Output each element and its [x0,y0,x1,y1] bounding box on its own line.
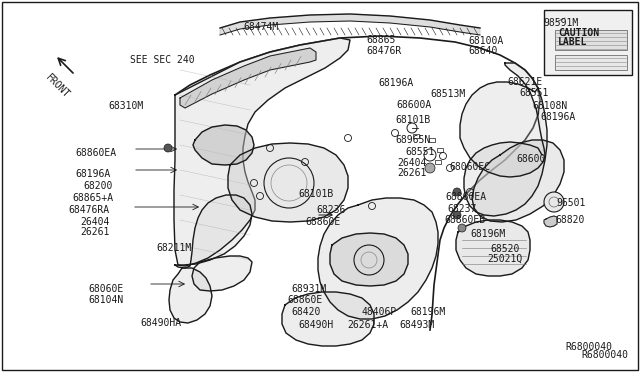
Text: SEE SEC 240: SEE SEC 240 [130,55,195,65]
Text: 26261: 26261 [80,227,109,237]
Text: 68490HA: 68490HA [140,318,181,328]
Circle shape [453,188,461,196]
Text: 68600: 68600 [516,154,545,164]
Text: 68513M: 68513M [430,89,465,99]
Bar [544,10,632,75]
Text: 68101B: 68101B [298,189,333,199]
Text: 68865+A: 68865+A [72,193,113,203]
Polygon shape [282,292,374,346]
Circle shape [458,224,466,232]
Text: 68490H: 68490H [298,320,333,330]
Polygon shape [180,48,316,108]
Text: 68931M: 68931M [291,284,326,294]
Text: 68860E: 68860E [287,295,323,305]
Text: 68600A: 68600A [396,100,431,110]
Bar [435,160,441,164]
Text: 68310M: 68310M [108,101,143,111]
Polygon shape [464,88,547,216]
Text: 68621E: 68621E [507,77,542,87]
Bar [429,138,435,142]
Text: 68493M: 68493M [399,320,435,330]
Text: 68100A: 68100A [468,36,503,46]
Text: 68196A: 68196A [540,112,575,122]
Text: 68551: 68551 [519,88,548,98]
Text: 68196M: 68196M [470,229,505,239]
Text: 68476R: 68476R [366,46,401,56]
Circle shape [264,158,314,208]
Polygon shape [220,14,480,35]
Text: LABEL: LABEL [558,37,588,47]
Text: 98591M: 98591M [543,18,579,28]
Circle shape [544,192,564,212]
Text: 68865: 68865 [366,35,396,45]
Polygon shape [193,125,254,165]
Polygon shape [456,220,530,276]
Polygon shape [228,143,348,222]
Circle shape [425,163,435,173]
Polygon shape [192,256,252,291]
Text: R6800040: R6800040 [581,350,628,360]
Text: 68237: 68237 [447,204,476,214]
Polygon shape [175,195,252,268]
Text: 68476RA: 68476RA [68,205,109,215]
Circle shape [164,144,172,152]
Text: 68104N: 68104N [88,295,124,305]
Text: 68060EC: 68060EC [449,162,490,172]
Text: 26404: 26404 [80,217,109,227]
Text: 68860EA: 68860EA [75,148,116,158]
Text: 68551: 68551 [405,147,435,157]
Text: 48406P: 48406P [361,307,396,317]
Polygon shape [318,198,438,319]
Text: 26261+A: 26261+A [347,320,388,330]
Text: 68200: 68200 [83,181,113,191]
Text: 68965N: 68965N [395,135,430,145]
Text: R6800040: R6800040 [565,342,612,352]
Polygon shape [472,140,564,222]
Text: 68101B: 68101B [395,115,430,125]
Polygon shape [330,233,408,286]
Text: 68196M: 68196M [410,307,445,317]
Bar [437,148,443,152]
Text: 68520: 68520 [490,244,520,254]
Text: FRONT: FRONT [43,72,71,100]
Text: 68860EB: 68860EB [444,215,485,225]
Text: 68060E: 68060E [88,284,124,294]
Text: 68474M: 68474M [243,22,278,32]
Text: 68420: 68420 [291,307,321,317]
Polygon shape [460,63,545,177]
Text: 68640: 68640 [468,46,497,56]
Polygon shape [174,38,350,266]
Text: 25021Q: 25021Q [487,254,522,264]
Polygon shape [169,268,212,323]
Bar [413,134,419,138]
Text: 68196A: 68196A [75,169,110,179]
Text: 68860E: 68860E [305,217,340,227]
Text: 68860EA: 68860EA [445,192,486,202]
Text: 68236: 68236 [316,205,346,215]
Text: 68196A: 68196A [378,78,413,88]
Text: 26261: 26261 [397,168,426,178]
Bar [555,55,627,70]
Text: CAUTION: CAUTION [558,28,599,38]
Bar [555,30,627,50]
Text: 68108N: 68108N [532,101,567,111]
Text: 68820: 68820 [555,215,584,225]
Text: 68211M: 68211M [156,243,191,253]
Text: 26404: 26404 [397,158,426,168]
Circle shape [453,211,461,219]
Polygon shape [544,216,557,227]
Text: 96501: 96501 [556,198,586,208]
